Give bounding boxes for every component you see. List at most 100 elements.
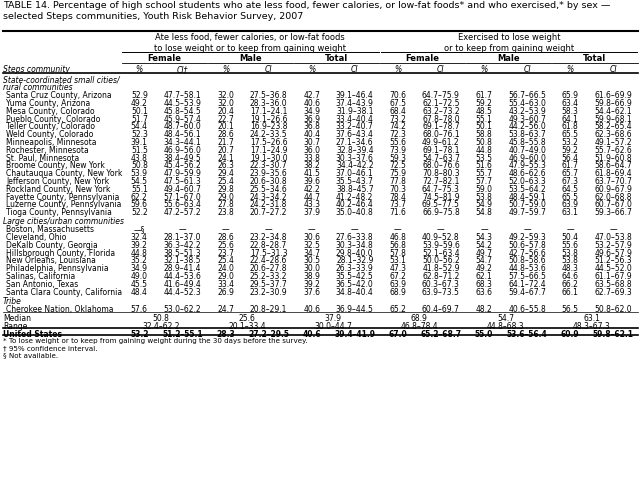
Text: 47.0–53.8: 47.0–53.8: [594, 232, 632, 242]
Text: 32.0: 32.0: [217, 99, 234, 107]
Text: 54.4: 54.4: [131, 122, 148, 131]
Text: 66.1: 66.1: [562, 287, 579, 296]
Text: 46.8–78.4: 46.8–78.4: [401, 321, 438, 330]
Text: 47.3: 47.3: [389, 264, 406, 272]
Text: Female: Female: [147, 54, 181, 63]
Text: 55.6–63.4: 55.6–63.4: [163, 200, 201, 209]
Text: 30.7: 30.7: [303, 137, 320, 147]
Text: 63.9: 63.9: [389, 279, 406, 288]
Text: 36.0: 36.0: [303, 145, 320, 154]
Text: 55.4–63.0: 55.4–63.0: [508, 99, 546, 107]
Text: —: —: [222, 225, 229, 234]
Text: 63.9: 63.9: [562, 200, 579, 209]
Text: —§: —§: [133, 225, 145, 234]
Text: 51.2–55.1: 51.2–55.1: [162, 329, 203, 338]
Text: 29.0: 29.0: [217, 192, 234, 201]
Text: CI: CI: [610, 65, 617, 74]
Text: rural communities: rural communities: [3, 83, 72, 92]
Text: 16.9–23.8: 16.9–23.8: [250, 122, 287, 131]
Text: 22.3–30.7: 22.3–30.7: [250, 161, 287, 170]
Text: Santa Cruz County, Arizona: Santa Cruz County, Arizona: [6, 91, 112, 100]
Text: 34.8–40.4: 34.8–40.4: [336, 287, 374, 296]
Text: Male: Male: [497, 54, 520, 63]
Text: 25.6: 25.6: [238, 313, 256, 322]
Text: 68.9: 68.9: [411, 313, 428, 322]
Text: Rockland County, New York: Rockland County, New York: [6, 184, 110, 193]
Text: 54.4–62.1: 54.4–62.1: [594, 106, 632, 116]
Text: 52.0–63.3: 52.0–63.3: [508, 177, 546, 185]
Text: 59.4–67.7: 59.4–67.7: [508, 287, 546, 296]
Text: 49.4–60.7: 49.4–60.7: [163, 184, 201, 193]
Text: 20.7: 20.7: [217, 145, 234, 154]
Text: 44.5–53.9: 44.5–53.9: [163, 99, 201, 107]
Text: 67.3: 67.3: [562, 177, 579, 185]
Text: 56.5: 56.5: [562, 304, 579, 313]
Text: TABLE 14. Percentage of high school students who ate less food, fewer calories, : TABLE 14. Percentage of high school stud…: [3, 1, 610, 21]
Text: Median: Median: [3, 313, 31, 322]
Text: 56.8: 56.8: [389, 240, 406, 249]
Text: 36.5–42.0: 36.5–42.0: [336, 279, 374, 288]
Text: %: %: [394, 65, 401, 74]
Text: 20.6–30.8: 20.6–30.8: [250, 177, 287, 185]
Text: Cherokee Nation, Oklahoma: Cherokee Nation, Oklahoma: [6, 304, 113, 313]
Text: 37.4–43.9: 37.4–43.9: [336, 99, 374, 107]
Text: United States: United States: [3, 329, 62, 338]
Text: 49.2: 49.2: [131, 99, 148, 107]
Text: 37.9: 37.9: [303, 208, 320, 217]
Text: 78.4: 78.4: [389, 192, 406, 201]
Text: 59.8–66.9: 59.8–66.9: [594, 99, 632, 107]
Text: 60.9–67.9: 60.9–67.9: [594, 184, 632, 193]
Text: 50.1: 50.1: [476, 122, 492, 131]
Text: 28.1–37.0: 28.1–37.0: [163, 232, 201, 242]
Text: 37.0–46.1: 37.0–46.1: [336, 169, 374, 178]
Text: 64.1–72.4: 64.1–72.4: [508, 279, 546, 288]
Text: 58.3: 58.3: [562, 106, 579, 116]
Text: 23.8: 23.8: [217, 208, 234, 217]
Text: 65.7: 65.7: [562, 169, 579, 178]
Text: Female: Female: [406, 54, 440, 63]
Text: San Antonio, Texas: San Antonio, Texas: [6, 279, 78, 288]
Text: 38.9: 38.9: [303, 272, 320, 280]
Text: —: —: [351, 225, 358, 234]
Text: Total: Total: [325, 54, 348, 63]
Text: 30.6: 30.6: [303, 232, 320, 242]
Text: Rochester, Minnesota: Rochester, Minnesota: [6, 145, 88, 154]
Text: 51.7: 51.7: [131, 114, 148, 123]
Text: 55.6: 55.6: [389, 137, 406, 147]
Text: 61.8: 61.8: [562, 122, 579, 131]
Text: —: —: [480, 225, 488, 234]
Text: 44.8–53.6: 44.8–53.6: [508, 264, 546, 272]
Text: 63.4: 63.4: [562, 99, 579, 107]
Text: 25.5–34.6: 25.5–34.6: [250, 184, 287, 193]
Text: 64.6: 64.6: [562, 272, 579, 280]
Text: 73.9: 73.9: [389, 145, 406, 154]
Text: 53.2: 53.2: [562, 137, 579, 147]
Text: 28.9–41.4: 28.9–41.4: [163, 264, 201, 272]
Text: 33.4–40.4: 33.4–40.4: [336, 114, 374, 123]
Text: 34.3–44.1: 34.3–44.1: [163, 137, 201, 147]
Text: 20.7–27.2: 20.7–27.2: [250, 208, 287, 217]
Text: 17.1–24.1: 17.1–24.1: [250, 106, 287, 116]
Text: 54.8: 54.8: [476, 208, 492, 217]
Text: 58.6–64.7: 58.6–64.7: [594, 161, 632, 170]
Text: 54.7–63.7: 54.7–63.7: [422, 153, 460, 162]
Text: 62.1: 62.1: [476, 272, 492, 280]
Text: § Not available.: § Not available.: [3, 352, 58, 358]
Text: 47.2–57.2: 47.2–57.2: [163, 208, 201, 217]
Text: 23.2–30.9: 23.2–30.9: [250, 287, 287, 296]
Text: New Orleans, Louisiana: New Orleans, Louisiana: [6, 256, 96, 265]
Text: 53.8: 53.8: [562, 256, 579, 265]
Text: 53.8–63.7: 53.8–63.7: [508, 130, 546, 139]
Text: 35.2: 35.2: [131, 256, 148, 265]
Text: 61.7: 61.7: [476, 91, 492, 100]
Text: 36.9: 36.9: [303, 114, 320, 123]
Text: 19.1–30.0: 19.1–30.0: [250, 153, 287, 162]
Text: 52.9: 52.9: [131, 91, 148, 100]
Text: 50.0–56.2: 50.0–56.2: [422, 256, 460, 265]
Text: 43.2–53.9: 43.2–53.9: [508, 106, 546, 116]
Text: 44.8: 44.8: [131, 248, 148, 257]
Text: 69.1–78.7: 69.1–78.7: [422, 122, 460, 131]
Text: 52.3: 52.3: [131, 130, 148, 139]
Text: 50.6–57.8: 50.6–57.8: [508, 240, 546, 249]
Text: 23.9–35.6: 23.9–35.6: [250, 169, 287, 178]
